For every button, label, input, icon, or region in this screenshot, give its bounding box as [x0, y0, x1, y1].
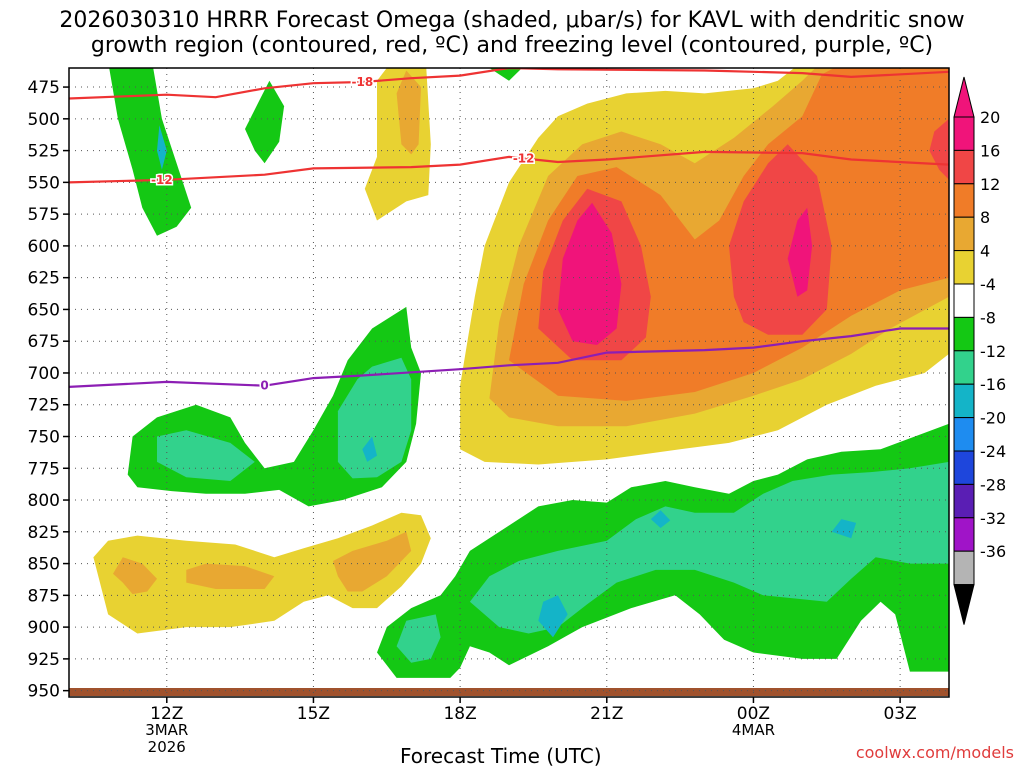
omega-region-19: [157, 430, 255, 481]
y-tick-label-9: 700: [28, 364, 60, 384]
omega-region-14: [109, 68, 192, 236]
y-tick-label-8: 675: [28, 332, 60, 352]
colorbar-label-5: -4: [980, 275, 996, 294]
omega-region-21: [469, 461, 949, 634]
colorbar-swatch-4: [953, 250, 975, 285]
contour-line-1: [69, 150, 949, 184]
colorbar-label-4: 4: [980, 242, 990, 261]
x-tick-label-5: 03Z: [883, 704, 916, 724]
omega-region-13: [787, 207, 813, 297]
chart-title: 2026030310 HRRR Forecast Omega (shaded, …: [0, 8, 1024, 58]
y-tick-label-2: 525: [28, 142, 60, 162]
x-tick-label-0: 12Z: [150, 704, 183, 724]
colorbar-swatch-1: [953, 149, 975, 185]
y-tick-label-6: 625: [28, 269, 60, 289]
colorbar-swatch-3: [953, 216, 975, 252]
colorbar-swatch-10: [953, 450, 975, 485]
colorbar-label-2: 12: [980, 175, 1000, 194]
omega-region-25: [538, 595, 568, 638]
omega-region-5: [113, 557, 157, 595]
shaded-omega-regions: [93, 68, 949, 678]
y-tick-label-3: 550: [28, 173, 60, 193]
colorbar-swatch-5: [953, 283, 975, 318]
y-tick-label-15: 850: [28, 555, 60, 575]
omega-region-23: [157, 125, 167, 170]
y-tick-label-19: 950: [28, 682, 60, 702]
y-tick-label-1: 500: [28, 110, 60, 130]
colorbar-label-8: -16: [980, 375, 1006, 394]
colorbar-swatch-13: [953, 550, 975, 586]
colorbar-swatch-0: [953, 116, 975, 151]
colorbar-swatch-7: [953, 350, 975, 385]
temperature-contours: [69, 68, 949, 388]
colorbar-swatch-8: [953, 383, 975, 419]
x-tick-label-4: 00Z: [737, 704, 770, 724]
colorbar-swatch-6: [953, 316, 975, 352]
colorbar-top-arrow: [953, 76, 975, 118]
colorbar-label-9: -20: [980, 409, 1006, 428]
plot-frame: [68, 67, 950, 698]
y-tick-label-4: 575: [28, 205, 60, 225]
chart-title-line-1: 2026030310 HRRR Forecast Omega (shaded, …: [59, 8, 965, 33]
y-tick-label-5: 600: [28, 237, 60, 257]
contour-labels: -18 -12 -12 0: [150, 73, 536, 394]
contour-label-0-0: -18: [351, 75, 373, 89]
omega-region-7: [333, 531, 412, 592]
colorbar-label-3: 8: [980, 208, 990, 227]
colorbar-label-7: -12: [980, 342, 1006, 361]
omega-region-15: [245, 80, 285, 164]
colorbar-label-6: -8: [980, 308, 996, 327]
y-tick-label-18: 925: [28, 650, 60, 670]
contour-label-2-0: 0: [260, 379, 268, 393]
y-tick-label-16: 875: [28, 586, 60, 606]
y-tick-label-7: 650: [28, 300, 60, 320]
x-axis-title: Forecast Time (UTC): [400, 744, 602, 768]
contour-label-1-1: -12: [513, 151, 535, 165]
terrain-ground-strip: [69, 688, 949, 696]
colorbar-swatch-9: [953, 417, 975, 452]
colorbar-label-13: -36: [980, 542, 1006, 561]
colorbar-bottom-arrow: [953, 584, 975, 625]
contour-line-0: [69, 68, 949, 100]
omega-region-27: [831, 519, 857, 539]
omega-region-22: [396, 614, 441, 663]
credit-text: coolwx.com/models: [855, 743, 1014, 762]
y-tick-label-17: 900: [28, 618, 60, 638]
omega-region-16: [489, 68, 523, 81]
y-axis: 475 500 525 550 575 600 625 650 675 700 725 750 775 8…: [28, 78, 69, 702]
colorbar-swatch-2: [953, 183, 975, 218]
colorbar-label-1: 16: [980, 141, 1000, 160]
contour-line-2: [69, 327, 949, 388]
colorbar-label-11: -28: [980, 475, 1006, 494]
y-tick-label-10: 725: [28, 396, 60, 416]
y-tick-label-14: 825: [28, 523, 60, 543]
omega-region-20: [337, 357, 412, 479]
x-tick-label-1: 15Z: [297, 704, 330, 724]
x-tick-sublabel-4: 4MAR: [732, 721, 775, 739]
x-tick-label-2: 18Z: [443, 704, 476, 724]
colorbar-label-0: 20: [980, 108, 1000, 127]
omega-region-26: [650, 510, 671, 528]
colorbar-swatch-11: [953, 483, 975, 519]
colorbar: 20 16 12 8 4 -4 -8 -12 -16 -20 -24 -28 -32 -36: [953, 76, 1006, 625]
chart-title-line-2: growth region (contoured, red, ºC) and f…: [90, 33, 934, 58]
y-tick-label-13: 800: [28, 491, 60, 511]
y-tick-label-11: 750: [28, 428, 60, 448]
y-tick-label-12: 775: [28, 459, 60, 479]
omega-region-1: [364, 68, 431, 221]
colorbar-label-10: -24: [980, 442, 1006, 461]
x-tick-label-3: 21Z: [590, 704, 623, 724]
x-tick-year-0: 2026: [148, 738, 186, 756]
omega-region-4: [396, 70, 421, 155]
colorbar-label-12: -32: [980, 509, 1006, 528]
omega-region-24: [362, 436, 377, 462]
omega-region-6: [186, 563, 275, 589]
colorbar-swatch-12: [953, 517, 975, 552]
contour-label-1-0: -12: [151, 173, 173, 187]
y-tick-label-0: 475: [28, 78, 60, 98]
x-tick-sublabel-0: 3MAR: [145, 721, 188, 739]
